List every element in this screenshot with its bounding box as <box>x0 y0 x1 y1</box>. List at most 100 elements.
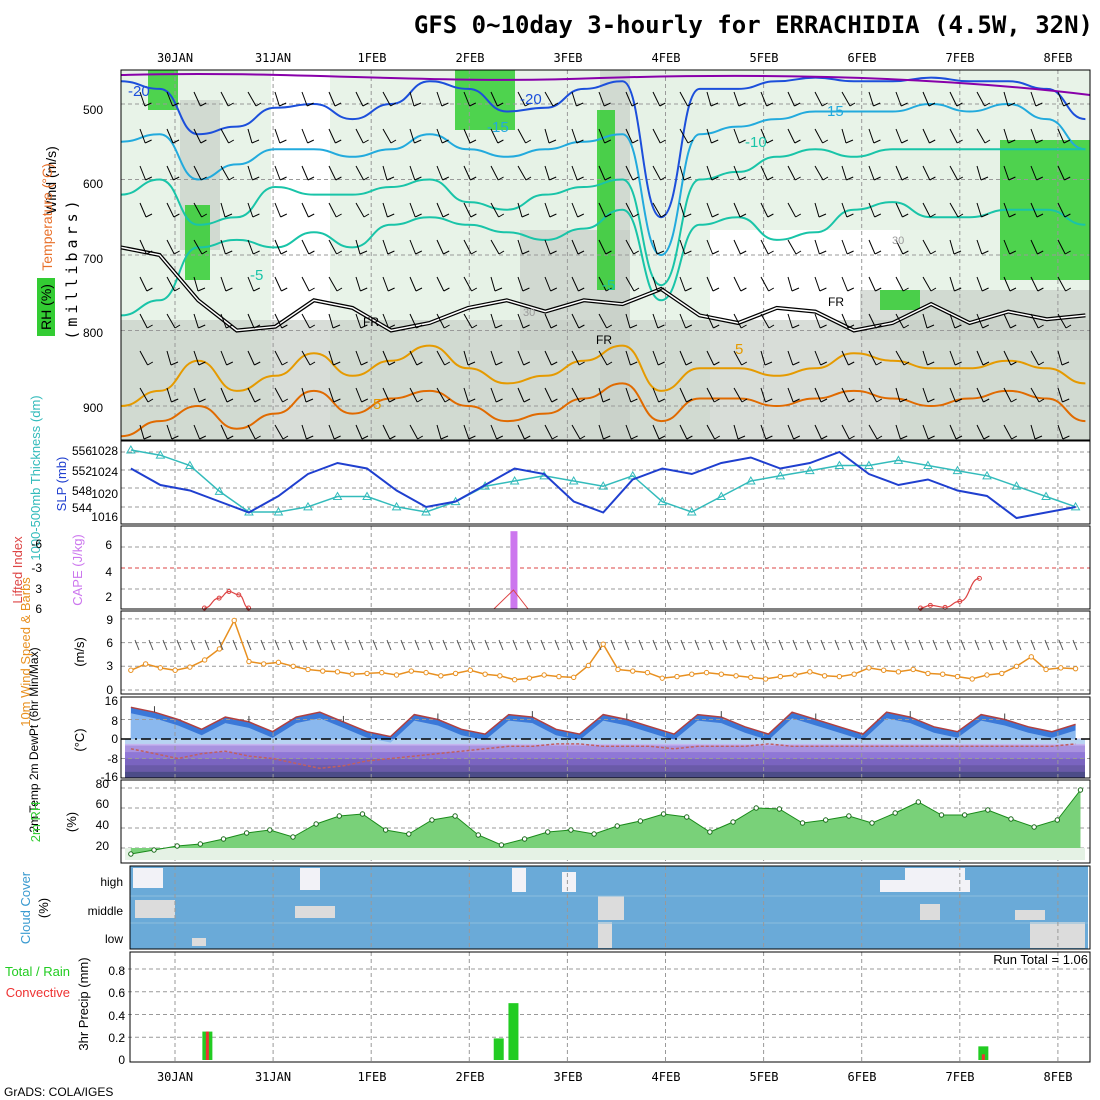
wind-barb <box>198 361 206 366</box>
wind-barb <box>949 202 959 218</box>
wind-barb <box>604 139 612 144</box>
wind-barb <box>733 165 741 181</box>
temp-tick: 8 <box>111 714 118 728</box>
panel-frame <box>120 69 1091 441</box>
wind-barb <box>409 350 418 366</box>
wind-barb <box>659 139 666 144</box>
wind-barb <box>955 398 963 403</box>
top-date-label: 8FEB <box>1044 51 1073 65</box>
wind-barb <box>497 139 504 144</box>
wind-barb <box>173 250 180 255</box>
wind-barb <box>922 202 931 218</box>
wind-barb <box>792 324 800 329</box>
wind-barb <box>571 424 581 440</box>
surface-wind-barb <box>246 639 252 651</box>
rh-point <box>915 799 922 805</box>
wind-barb <box>1034 435 1043 440</box>
wind-barb <box>247 387 256 403</box>
wind-speed-point <box>305 666 311 673</box>
wind-barb <box>606 361 613 366</box>
wind-barb <box>544 202 551 218</box>
wind-barb <box>922 91 930 107</box>
li-point <box>226 589 232 595</box>
wind-barb <box>139 350 149 366</box>
wind-barb <box>814 202 820 218</box>
wind-barb <box>686 435 693 440</box>
wind-barb <box>976 128 986 144</box>
wind-speed-point <box>290 663 296 669</box>
surface-wind-barb <box>260 639 266 651</box>
wind-barb <box>846 250 854 255</box>
thickness-point <box>1070 501 1081 511</box>
wind-barb <box>822 176 829 181</box>
rh-base <box>125 848 1085 860</box>
surface-wind-barb <box>624 639 630 651</box>
wind-barb <box>976 165 982 181</box>
wind-speed-point <box>275 659 282 666</box>
rh-point <box>614 823 620 829</box>
wind-barb <box>549 176 557 181</box>
wind-barb <box>1057 202 1066 218</box>
wind-barb <box>171 398 179 403</box>
wind-barb <box>949 91 958 107</box>
wind-barb <box>363 176 370 181</box>
surface-wind-barb <box>834 639 840 651</box>
wind-speed-point <box>866 665 872 671</box>
wind-speed-point <box>630 668 636 674</box>
wind-barb <box>281 287 288 292</box>
wind-barb <box>282 398 289 403</box>
wind-barb <box>976 202 982 218</box>
wind-barb <box>733 424 739 440</box>
wind-barb <box>544 313 552 329</box>
wind-barb <box>225 250 233 255</box>
wind-barb <box>605 250 612 255</box>
wind-barb <box>571 387 581 403</box>
rh-point <box>961 812 968 818</box>
wind-barb <box>679 91 689 107</box>
thickness-point <box>834 460 845 469</box>
wind-barb <box>490 424 498 440</box>
wind-barb <box>382 313 390 329</box>
wind-barb <box>848 435 855 440</box>
wind-barb <box>1038 398 1045 403</box>
wind-barb <box>706 239 714 255</box>
wind-barb <box>544 239 551 255</box>
surface-wind-barb <box>862 639 868 651</box>
cloud-cell <box>133 868 163 888</box>
wind-barb <box>360 287 368 292</box>
wind-barb <box>706 128 712 144</box>
thickness-point <box>952 465 963 475</box>
bottom-date-label: 8FEB <box>1044 1070 1073 1084</box>
wind-barb <box>687 139 694 144</box>
wind-barb <box>792 398 800 403</box>
rh-line <box>130 789 1081 855</box>
wind-barb <box>199 435 207 440</box>
wind-barb <box>174 324 181 329</box>
wind-barb <box>166 239 175 255</box>
li-point <box>957 598 963 604</box>
wind-barb <box>193 424 201 440</box>
wind-barb <box>1030 239 1038 255</box>
wind-speed-point <box>940 671 946 677</box>
wind-barb <box>334 102 342 107</box>
wind-barb <box>652 165 662 181</box>
wind-barb <box>927 361 935 366</box>
surface-wind-barb <box>904 639 910 651</box>
wind-barb <box>436 91 443 107</box>
surface-wind-barb <box>792 639 798 651</box>
wind-speed-point <box>851 671 857 677</box>
surface-wind-barb <box>1044 639 1050 651</box>
wind-barb <box>355 128 364 144</box>
precip-tick: 0.4 <box>108 1009 125 1023</box>
wind-barb <box>814 276 821 292</box>
wind-barb <box>247 313 255 329</box>
wind-speed-point <box>334 669 341 675</box>
wind-barb <box>279 139 287 144</box>
wind-barb <box>328 91 336 107</box>
cloud-cell <box>598 922 612 948</box>
wind-barb <box>984 139 991 144</box>
wind-barb <box>524 102 531 107</box>
freezing-label: FR <box>596 333 612 347</box>
wind-barb <box>355 313 362 329</box>
wind-barb <box>632 213 639 218</box>
